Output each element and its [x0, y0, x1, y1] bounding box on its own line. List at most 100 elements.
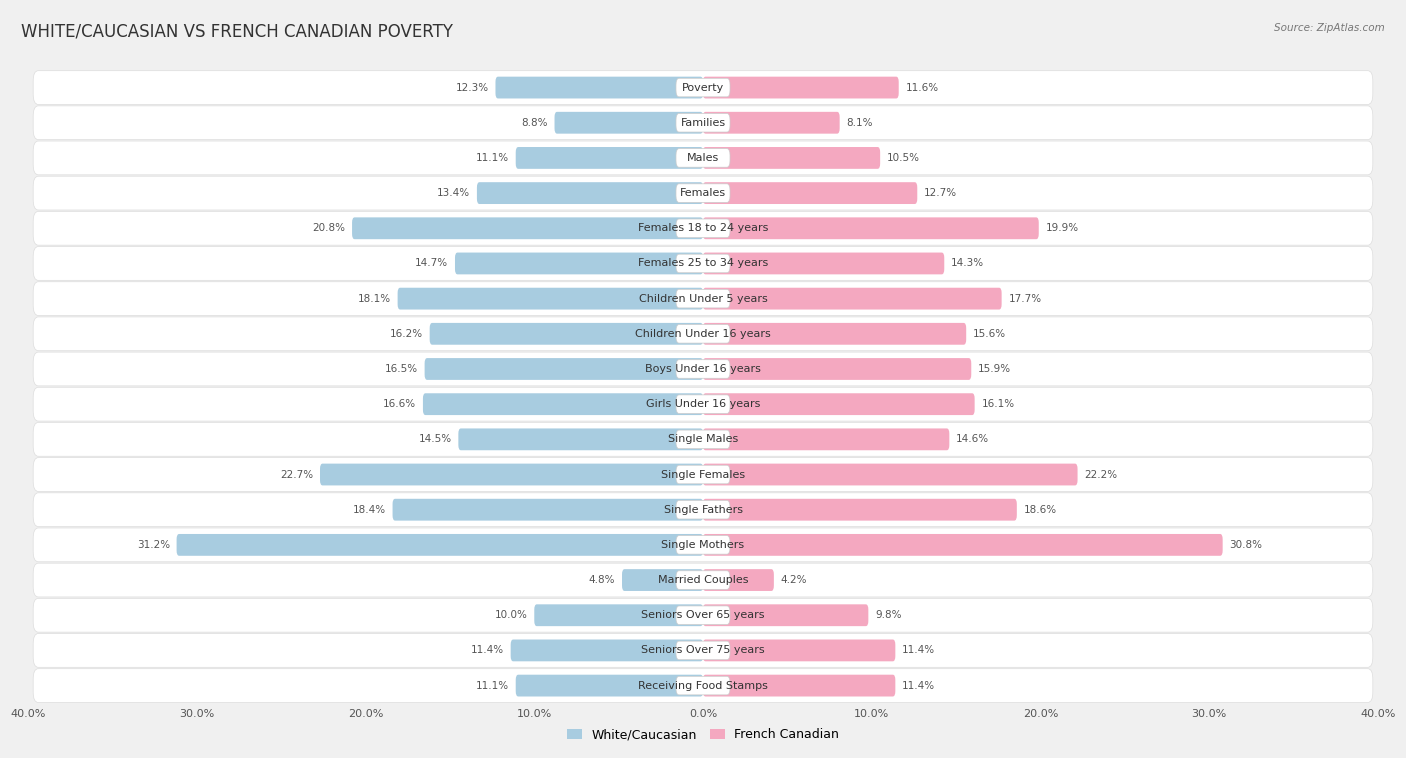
FancyBboxPatch shape — [34, 176, 1372, 210]
FancyBboxPatch shape — [423, 393, 703, 415]
FancyBboxPatch shape — [676, 536, 730, 554]
FancyBboxPatch shape — [703, 323, 966, 345]
Text: 18.1%: 18.1% — [357, 293, 391, 304]
Text: 16.2%: 16.2% — [389, 329, 423, 339]
Text: Seniors Over 65 years: Seniors Over 65 years — [641, 610, 765, 620]
Text: Source: ZipAtlas.com: Source: ZipAtlas.com — [1274, 23, 1385, 33]
FancyBboxPatch shape — [676, 290, 730, 308]
Text: 16.6%: 16.6% — [382, 399, 416, 409]
Text: Single Males: Single Males — [668, 434, 738, 444]
FancyBboxPatch shape — [477, 182, 703, 204]
FancyBboxPatch shape — [425, 358, 703, 380]
Text: Children Under 5 years: Children Under 5 years — [638, 293, 768, 304]
Text: 15.9%: 15.9% — [979, 364, 1011, 374]
Text: 14.3%: 14.3% — [950, 258, 984, 268]
FancyBboxPatch shape — [703, 428, 949, 450]
Text: Receiving Food Stamps: Receiving Food Stamps — [638, 681, 768, 691]
Text: 16.1%: 16.1% — [981, 399, 1015, 409]
Text: Females 25 to 34 years: Females 25 to 34 years — [638, 258, 768, 268]
FancyBboxPatch shape — [392, 499, 703, 521]
FancyBboxPatch shape — [676, 324, 730, 343]
Legend: White/Caucasian, French Canadian: White/Caucasian, French Canadian — [561, 723, 845, 747]
FancyBboxPatch shape — [34, 458, 1372, 491]
Text: Single Fathers: Single Fathers — [664, 505, 742, 515]
FancyBboxPatch shape — [676, 360, 730, 378]
FancyBboxPatch shape — [703, 675, 896, 697]
Text: 20.8%: 20.8% — [312, 224, 346, 233]
FancyBboxPatch shape — [703, 534, 1223, 556]
FancyBboxPatch shape — [34, 669, 1372, 703]
Text: WHITE/CAUCASIAN VS FRENCH CANADIAN POVERTY: WHITE/CAUCASIAN VS FRENCH CANADIAN POVER… — [21, 23, 453, 41]
FancyBboxPatch shape — [34, 598, 1372, 632]
FancyBboxPatch shape — [34, 141, 1372, 175]
Text: 22.2%: 22.2% — [1084, 469, 1118, 480]
Text: 18.4%: 18.4% — [353, 505, 385, 515]
FancyBboxPatch shape — [177, 534, 703, 556]
FancyBboxPatch shape — [352, 218, 703, 240]
FancyBboxPatch shape — [34, 211, 1372, 245]
Text: 31.2%: 31.2% — [136, 540, 170, 550]
FancyBboxPatch shape — [495, 77, 703, 99]
Text: 18.6%: 18.6% — [1024, 505, 1057, 515]
Text: 14.6%: 14.6% — [956, 434, 990, 444]
Text: 14.5%: 14.5% — [419, 434, 451, 444]
Text: 16.5%: 16.5% — [385, 364, 418, 374]
FancyBboxPatch shape — [703, 288, 1001, 309]
Text: 11.4%: 11.4% — [903, 645, 935, 656]
FancyBboxPatch shape — [34, 70, 1372, 105]
Text: 10.0%: 10.0% — [495, 610, 527, 620]
FancyBboxPatch shape — [516, 147, 703, 169]
Text: Single Females: Single Females — [661, 469, 745, 480]
FancyBboxPatch shape — [458, 428, 703, 450]
FancyBboxPatch shape — [34, 528, 1372, 562]
FancyBboxPatch shape — [456, 252, 703, 274]
FancyBboxPatch shape — [554, 112, 703, 133]
FancyBboxPatch shape — [676, 219, 730, 237]
Text: 15.6%: 15.6% — [973, 329, 1007, 339]
Text: Females: Females — [681, 188, 725, 198]
FancyBboxPatch shape — [321, 464, 703, 485]
Text: 17.7%: 17.7% — [1008, 293, 1042, 304]
Text: 11.4%: 11.4% — [903, 681, 935, 691]
Text: 11.1%: 11.1% — [475, 153, 509, 163]
Text: 19.9%: 19.9% — [1046, 224, 1078, 233]
Text: Poverty: Poverty — [682, 83, 724, 92]
Text: Children Under 16 years: Children Under 16 years — [636, 329, 770, 339]
FancyBboxPatch shape — [703, 640, 896, 661]
FancyBboxPatch shape — [676, 465, 730, 484]
Text: Girls Under 16 years: Girls Under 16 years — [645, 399, 761, 409]
FancyBboxPatch shape — [676, 641, 730, 659]
FancyBboxPatch shape — [510, 640, 703, 661]
Text: 10.5%: 10.5% — [887, 153, 920, 163]
FancyBboxPatch shape — [703, 499, 1017, 521]
Text: 11.4%: 11.4% — [471, 645, 503, 656]
Text: 9.8%: 9.8% — [875, 610, 901, 620]
Text: Single Mothers: Single Mothers — [661, 540, 745, 550]
FancyBboxPatch shape — [676, 78, 730, 97]
FancyBboxPatch shape — [703, 218, 1039, 240]
FancyBboxPatch shape — [34, 317, 1372, 351]
FancyBboxPatch shape — [703, 112, 839, 133]
Text: Males: Males — [688, 153, 718, 163]
FancyBboxPatch shape — [703, 604, 869, 626]
Text: Seniors Over 75 years: Seniors Over 75 years — [641, 645, 765, 656]
FancyBboxPatch shape — [534, 604, 703, 626]
Text: 30.8%: 30.8% — [1229, 540, 1263, 550]
Text: 8.8%: 8.8% — [522, 117, 548, 128]
FancyBboxPatch shape — [703, 569, 773, 591]
FancyBboxPatch shape — [516, 675, 703, 697]
FancyBboxPatch shape — [703, 147, 880, 169]
FancyBboxPatch shape — [398, 288, 703, 309]
FancyBboxPatch shape — [703, 252, 945, 274]
Text: 11.1%: 11.1% — [475, 681, 509, 691]
FancyBboxPatch shape — [621, 569, 703, 591]
Text: 11.6%: 11.6% — [905, 83, 939, 92]
FancyBboxPatch shape — [34, 634, 1372, 667]
Text: 22.7%: 22.7% — [280, 469, 314, 480]
Text: 4.2%: 4.2% — [780, 575, 807, 585]
FancyBboxPatch shape — [676, 500, 730, 519]
FancyBboxPatch shape — [703, 182, 917, 204]
FancyBboxPatch shape — [676, 676, 730, 695]
FancyBboxPatch shape — [676, 184, 730, 202]
FancyBboxPatch shape — [34, 387, 1372, 421]
